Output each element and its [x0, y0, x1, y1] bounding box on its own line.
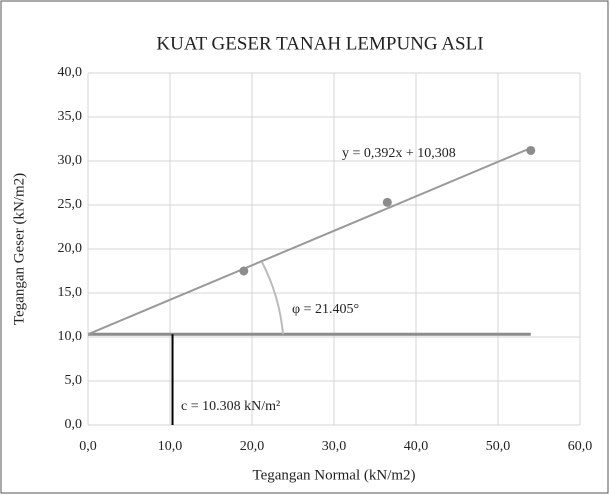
y-tick-label: 35,0	[58, 109, 83, 124]
y-axis-label: Tegangan Geser (kN/m2)	[11, 173, 27, 325]
y-tick-label: 25,0	[58, 197, 83, 212]
x-tick-label: 0,0	[79, 439, 97, 454]
angle-label: φ = 21.405°	[292, 302, 359, 317]
x-tick-label: 20,0	[240, 439, 265, 454]
trendline-equation: y = 0,392x + 10,308	[342, 146, 456, 161]
point	[382, 197, 392, 207]
trendline	[87, 147, 532, 336]
x-tick-label: 10,0	[158, 439, 183, 454]
y-tick-label: 40,0	[58, 65, 83, 80]
x-tick-label: 40,0	[404, 439, 429, 454]
y-tick-label: 20,0	[58, 241, 83, 256]
point	[239, 266, 249, 276]
angle-arc	[260, 261, 284, 335]
x-axis-label: Tegangan Normal (kN/m2)	[252, 467, 415, 483]
x-tick-label: 50,0	[486, 439, 511, 454]
y-tick-label: 10,0	[58, 329, 83, 344]
x-tick-label: 60,0	[568, 439, 593, 454]
y-tick-label: 5,0	[65, 373, 83, 388]
cohesion-label: c = 10.308 kN/m²	[181, 399, 280, 414]
point	[526, 145, 536, 155]
chart-title: KUAT GESER TANAH LEMPUNG ASLI	[156, 33, 483, 54]
y-tick-label: 30,0	[58, 153, 83, 168]
y-tick-label: 0,0	[65, 417, 83, 432]
x-tick-label: 30,0	[322, 439, 347, 454]
y-tick-label: 15,0	[58, 285, 83, 300]
